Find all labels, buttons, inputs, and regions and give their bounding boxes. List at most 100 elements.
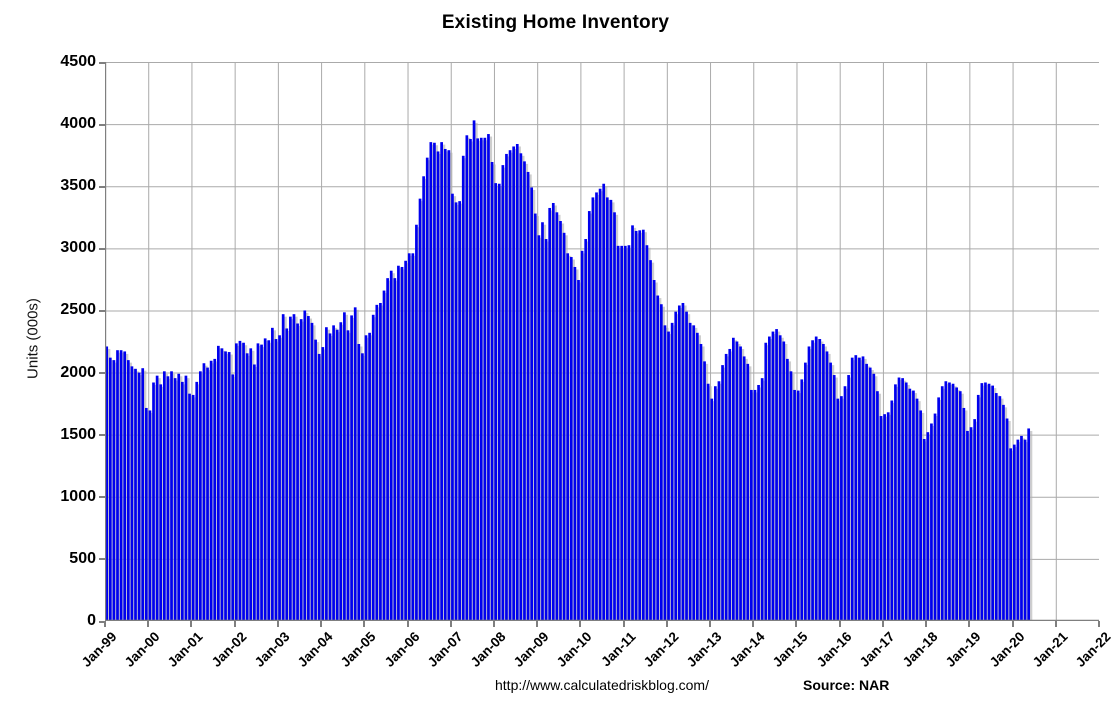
inventory-bar xyxy=(512,146,516,621)
inventory-bar xyxy=(620,245,624,622)
inventory-bar xyxy=(238,340,242,621)
inventory-bar xyxy=(667,331,670,621)
inventory-bar xyxy=(595,192,598,621)
inventory-bar xyxy=(155,375,159,621)
inventory-bar xyxy=(836,398,840,621)
inventory-bar xyxy=(566,253,570,621)
inventory-bar xyxy=(303,310,307,621)
inventory-bar xyxy=(379,302,382,621)
inventory-bar xyxy=(811,340,814,621)
inventory-bar xyxy=(353,307,357,621)
y-tick-mark xyxy=(99,185,105,188)
inventory-bar xyxy=(188,393,191,621)
inventory-bar xyxy=(865,363,868,621)
inventory-bar xyxy=(314,339,317,621)
inventory-bar xyxy=(249,348,253,621)
inventory-bar xyxy=(973,419,976,621)
inventory-bar xyxy=(742,356,746,621)
inventory-bar xyxy=(915,398,919,621)
inventory-bar xyxy=(263,338,267,621)
inventory-bar xyxy=(281,314,285,621)
inventory-bar xyxy=(325,327,328,621)
inventory-bar xyxy=(663,325,667,621)
inventory-bar xyxy=(119,350,123,621)
footer-url-text: http://www.calculatedriskblog.com/ xyxy=(495,677,709,693)
inventory-bar xyxy=(732,337,735,621)
inventory-bar xyxy=(501,165,505,622)
inventory-bar xyxy=(825,351,829,621)
x-tick-mark xyxy=(1054,621,1057,627)
inventory-bar xyxy=(692,325,696,621)
inventory-bar xyxy=(768,336,771,621)
inventory-bar xyxy=(890,400,894,621)
inventory-bar xyxy=(922,439,926,621)
inventory-bar xyxy=(670,322,674,621)
inventory-bar xyxy=(393,278,397,621)
y-tick-label: 1000 xyxy=(60,487,96,505)
inventory-bar xyxy=(346,330,350,621)
inventory-bar xyxy=(206,367,209,621)
inventory-bar xyxy=(627,245,631,621)
y-tick-label: 2500 xyxy=(60,301,96,319)
inventory-bar xyxy=(389,270,393,621)
inventory-bar xyxy=(533,213,537,621)
inventory-bar xyxy=(519,153,523,621)
inventory-bar xyxy=(659,304,663,621)
inventory-bar xyxy=(652,280,656,621)
inventory-bar xyxy=(681,302,685,621)
inventory-bar xyxy=(674,311,678,621)
inventory-bar xyxy=(818,339,822,621)
inventory-bar xyxy=(955,387,958,621)
inventory-bar xyxy=(951,383,955,621)
inventory-bar xyxy=(433,142,436,621)
x-tick-mark xyxy=(622,621,625,627)
inventory-bar xyxy=(559,221,562,621)
inventory-bar xyxy=(242,342,245,621)
inventory-bar xyxy=(530,187,534,621)
inventory-bar xyxy=(814,336,818,621)
x-tick-mark xyxy=(665,621,668,627)
inventory-bar xyxy=(598,188,602,621)
inventory-bar xyxy=(1016,439,1020,621)
inventory-bar xyxy=(116,350,119,621)
inventory-bar xyxy=(490,161,494,621)
y-tick-label: 3500 xyxy=(60,177,96,195)
y-tick-mark xyxy=(99,434,105,437)
plot-area xyxy=(105,62,1100,622)
inventory-bar xyxy=(850,357,854,621)
inventory-bar xyxy=(876,391,879,621)
inventory-bar xyxy=(706,383,710,621)
y-tick-mark xyxy=(99,496,105,499)
inventory-bar xyxy=(292,314,296,621)
inventory-bar xyxy=(786,358,789,621)
inventory-bar xyxy=(108,357,112,621)
inventory-bar xyxy=(195,381,199,621)
inventory-bar xyxy=(216,345,220,621)
inventory-bar xyxy=(328,333,332,621)
inventory-bar xyxy=(339,322,343,621)
inventory-bar xyxy=(623,245,627,622)
inventory-bar xyxy=(159,384,163,621)
inventory-bar xyxy=(858,357,861,621)
inventory-bar xyxy=(724,353,728,621)
inventory-bar xyxy=(573,266,577,621)
inventory-bar xyxy=(137,372,141,621)
x-tick-mark xyxy=(795,621,798,627)
inventory-bar xyxy=(245,353,249,621)
inventory-bar xyxy=(634,230,638,622)
inventory-bar xyxy=(980,383,984,621)
inventory-bar xyxy=(505,153,508,621)
y-tick-mark xyxy=(99,123,105,126)
inventory-bar xyxy=(202,363,206,621)
x-tick-mark xyxy=(190,621,193,627)
inventory-bar xyxy=(407,253,411,621)
inventory-bar xyxy=(879,416,883,621)
inventory-bars-svg xyxy=(105,62,1100,622)
inventory-bar xyxy=(1029,430,1033,621)
inventory-bar xyxy=(357,343,361,621)
inventory-bar xyxy=(789,371,793,621)
inventory-bar xyxy=(537,235,541,622)
inventory-bar xyxy=(278,335,281,621)
inventory-bar xyxy=(274,339,278,621)
inventory-bar xyxy=(440,142,443,621)
